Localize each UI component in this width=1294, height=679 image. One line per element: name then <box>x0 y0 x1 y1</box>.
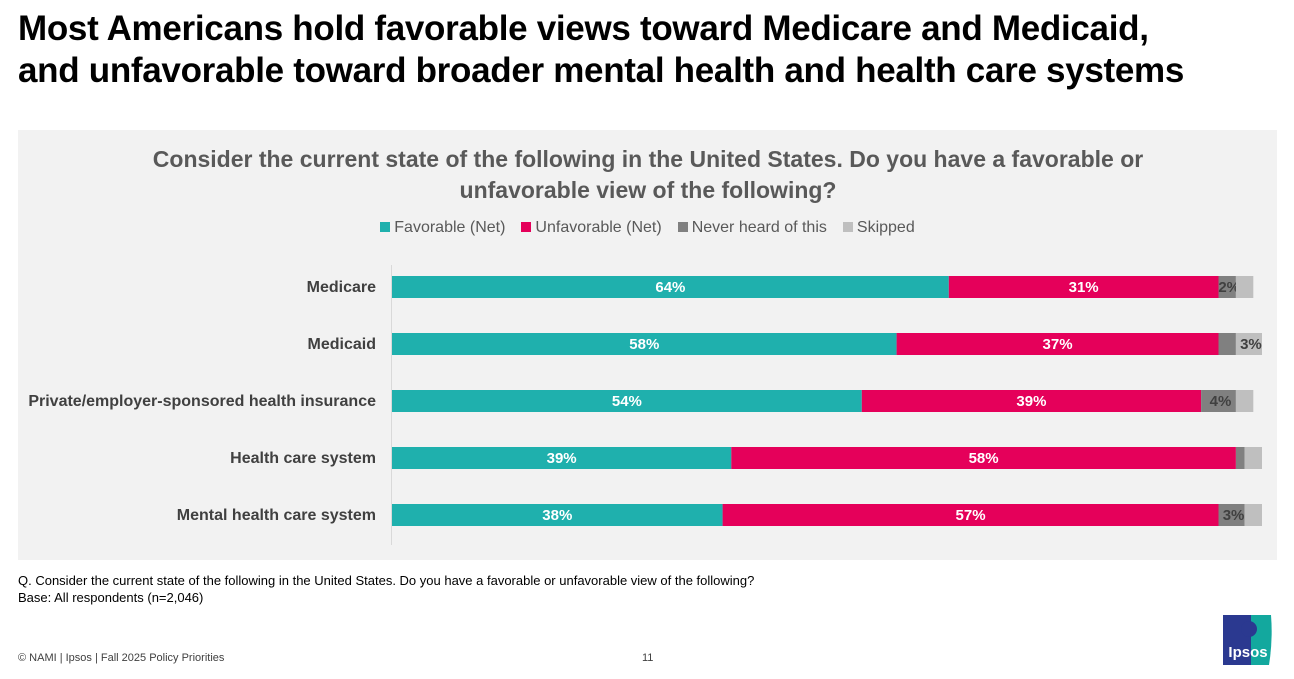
bar-segment <box>1201 390 1236 412</box>
category-label: Health care system <box>230 450 376 467</box>
legend-swatch <box>677 222 688 232</box>
data-label: 58% <box>969 450 999 467</box>
category-label: Private/employer-sponsored health insura… <box>28 393 376 410</box>
data-label: 64% <box>655 279 685 296</box>
bar-segment <box>392 447 732 469</box>
data-label: 31% <box>1069 279 1099 296</box>
legend-label: Never heard of this <box>691 219 827 236</box>
category-label: Mental health care system <box>177 507 376 524</box>
bar-segment <box>896 333 1219 355</box>
legend-item: Skipped <box>842 219 915 237</box>
data-label: 37% <box>1043 336 1073 353</box>
bar-segment <box>731 447 1236 469</box>
bar-segment <box>722 504 1219 526</box>
page-number: 11 <box>642 652 654 664</box>
bar-segment <box>948 276 1219 298</box>
data-label: 3% <box>1240 336 1262 353</box>
title-line: Most Americans hold favorable views towa… <box>18 9 1149 48</box>
ipsos-logo: Ipsos <box>1223 615 1272 665</box>
footnote-base: Base: All respondents (n=2,046) <box>18 590 204 605</box>
data-label: 39% <box>547 450 577 467</box>
bar-segment <box>392 333 897 355</box>
data-label: 4% <box>1210 393 1232 410</box>
bar-segment <box>1235 390 1254 412</box>
legend-item: Unfavorable (Net) <box>521 219 662 237</box>
footnote-question: Q. Consider the current state of the fol… <box>18 573 755 588</box>
svg-text:Ipsos: Ipsos <box>1228 644 1267 661</box>
title-line: and unfavorable toward broader mental he… <box>18 51 1185 90</box>
chart-panel: Consider the current state of the follow… <box>18 130 1277 560</box>
bar-segment <box>1218 333 1236 355</box>
category-label: Medicaid <box>308 336 376 353</box>
data-label: 57% <box>956 507 986 524</box>
legend-swatch <box>380 222 391 232</box>
bar-segment <box>392 390 862 412</box>
bar-segment <box>392 504 723 526</box>
legend-label: Unfavorable (Net) <box>535 219 662 236</box>
data-label: 3% <box>1223 507 1245 524</box>
legend-label: Skipped <box>856 219 915 236</box>
bar-chart: Medicare 64% 31% 2% Medicaid 58% 37% 3% Private/… <box>28 265 1262 545</box>
bar-segment <box>1218 276 1236 298</box>
legend-swatch <box>521 222 532 232</box>
legend: Favorable (Net) Unfavorable (Net) Never he… <box>18 219 1277 237</box>
bar-segment <box>1218 504 1245 526</box>
bar-segment <box>1244 447 1262 469</box>
data-label: 2% <box>1218 279 1240 296</box>
legend-item: Favorable (Net) <box>380 219 505 237</box>
footnote: Q. Consider the current state of the fol… <box>18 572 754 606</box>
data-label: 58% <box>629 336 659 353</box>
legend-item: Never heard of this <box>677 219 827 237</box>
data-label: 54% <box>612 393 642 410</box>
data-label: 39% <box>1016 393 1046 410</box>
category-label: Medicare <box>307 279 376 296</box>
bar-segment <box>1244 504 1262 526</box>
legend-label: Favorable (Net) <box>394 219 506 236</box>
bar-segment <box>1235 333 1262 355</box>
copyright: © NAMI | Ipsos | Fall 2025 Policy Priori… <box>18 652 225 664</box>
bar-segment <box>1235 447 1245 469</box>
page-title: Most Americans hold favorable views towa… <box>18 8 1184 92</box>
legend-swatch <box>842 222 853 232</box>
bar-segment <box>392 276 949 298</box>
chart-title: Consider the current state of the follow… <box>152 146 1144 203</box>
data-label: 38% <box>542 507 572 524</box>
bar-segment <box>1235 276 1254 298</box>
bar-segment <box>861 390 1202 412</box>
